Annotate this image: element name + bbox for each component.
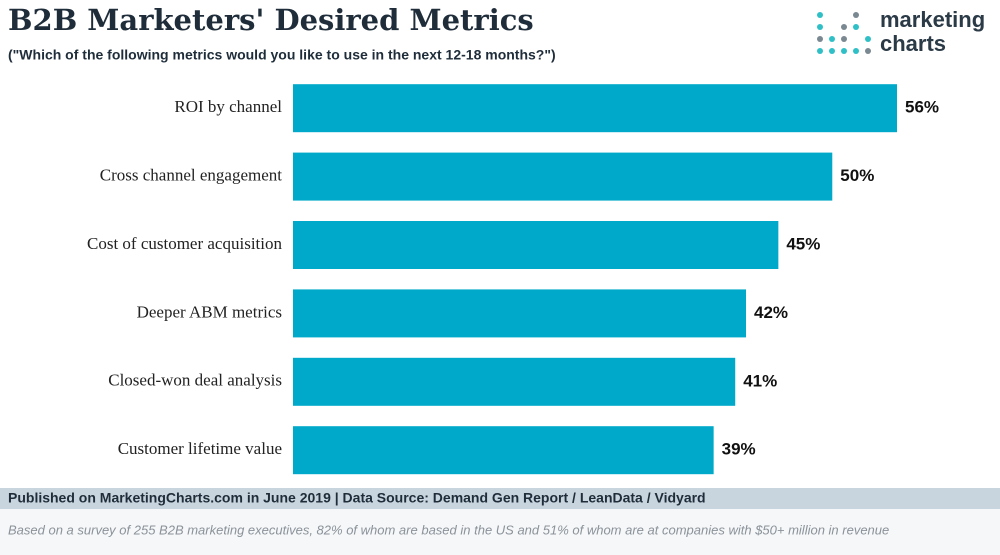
bar <box>293 221 779 269</box>
category-label: Cross channel engagement <box>100 166 282 185</box>
chart-title: B2B Marketers' Desired Metrics <box>8 3 534 37</box>
value-label: 41% <box>743 371 777 390</box>
category-label: ROI by channel <box>174 97 282 116</box>
value-label: 39% <box>722 440 756 459</box>
logo-text: charts <box>880 31 946 56</box>
bar <box>293 152 833 201</box>
value-label: 50% <box>840 166 874 185</box>
bar <box>293 289 746 338</box>
category-label: Cost of customer acquisition <box>87 234 283 253</box>
note: Based on a survey of 255 B2B marketing e… <box>8 522 889 537</box>
category-label: Closed-won deal analysis <box>108 371 282 390</box>
bar <box>293 84 897 133</box>
value-label: 45% <box>786 234 820 253</box>
logo-text: marketing <box>880 7 985 32</box>
logo: marketing charts <box>817 7 985 56</box>
value-label: 56% <box>905 98 939 117</box>
bar <box>293 426 714 475</box>
bar <box>293 357 736 406</box>
source: Published on MarketingCharts.com in June… <box>8 490 706 506</box>
chart-subtitle: ("Which of the following metrics would y… <box>8 47 556 63</box>
note-band <box>0 509 1000 555</box>
source-band <box>0 488 1000 509</box>
category-label: Deeper ABM metrics <box>137 302 282 321</box>
category-label: Customer lifetime value <box>118 439 282 458</box>
value-label: 42% <box>754 303 788 322</box>
